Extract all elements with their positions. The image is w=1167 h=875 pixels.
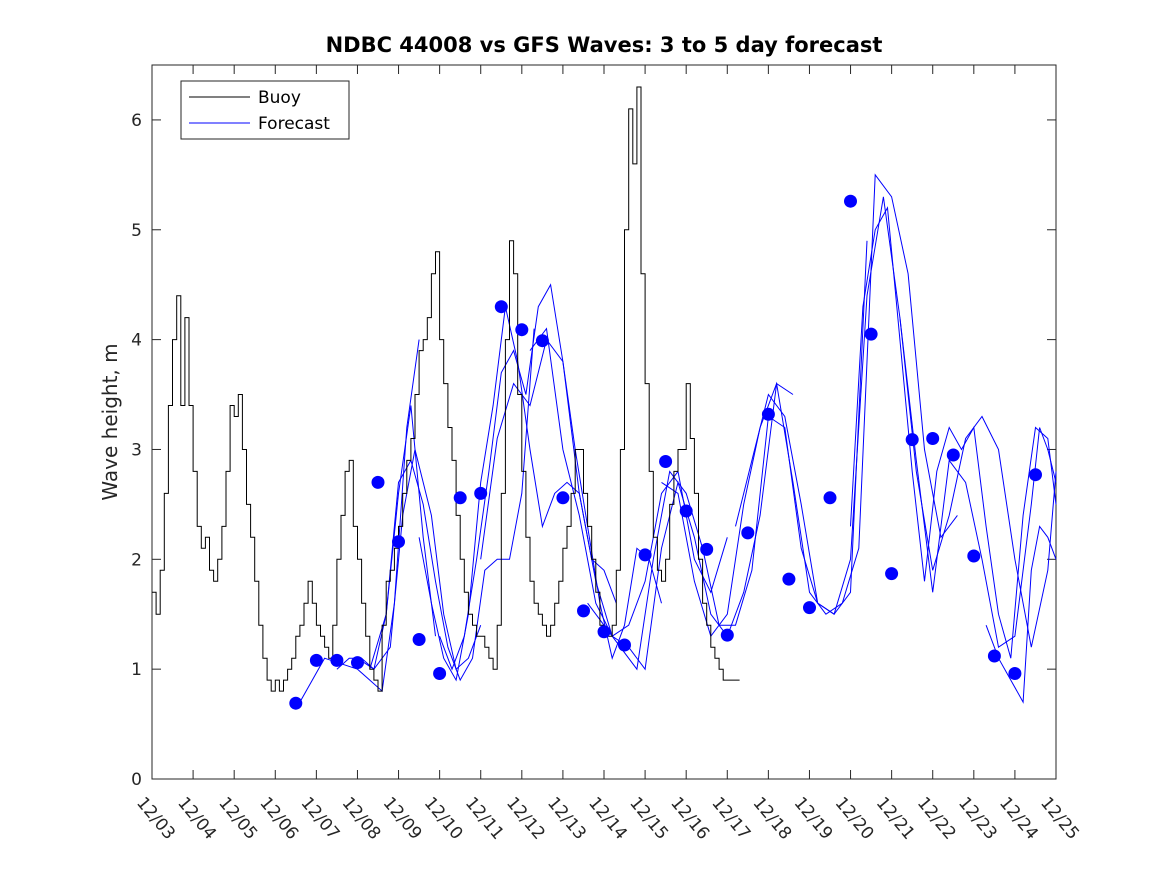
forecast-point-8	[453, 491, 467, 505]
y-tick-label-3: 3	[131, 440, 142, 460]
forecast-point-13	[556, 491, 570, 505]
forecast-point-34	[987, 649, 1001, 663]
forecast-point-7	[433, 667, 447, 680]
forecast-point-26	[823, 491, 837, 505]
forecast-point-29	[885, 567, 899, 581]
forecast-point-9	[474, 486, 488, 500]
y-tick-label-5: 5	[131, 221, 142, 241]
forecast-point-23	[761, 407, 775, 421]
forecast-point-0	[289, 696, 303, 710]
y-tick-label-4: 4	[131, 331, 142, 351]
forecast-point-16	[618, 638, 631, 652]
legend-forecast-label: Forecast	[258, 114, 330, 134]
forecast-point-6	[412, 633, 426, 646]
buoy-series	[152, 86, 740, 692]
forecast-point-25	[803, 601, 816, 615]
forecast-point-1	[309, 653, 323, 667]
y-tick-label-2: 2	[131, 550, 142, 570]
forecast-point-2	[330, 653, 344, 667]
forecast-point-28	[864, 327, 878, 341]
forecast-run-line-12	[899, 317, 1057, 649]
legend-box	[180, 80, 350, 140]
y-axis-label-group: Wave height, m	[98, 343, 122, 500]
forecast-point-10	[494, 300, 508, 314]
forecast-point-17	[638, 548, 652, 562]
forecast-markers	[289, 194, 1042, 710]
y-tick-label-1: 1	[131, 660, 142, 680]
forecast-point-12	[535, 334, 549, 348]
forecast-run-line-11	[850, 206, 1057, 659]
y-axis-label: Wave height, m	[98, 343, 122, 500]
forecast-point-24	[782, 572, 796, 586]
y-tick-label-0: 0	[131, 770, 142, 790]
forecast-point-30	[905, 433, 919, 447]
forecast-point-21	[720, 628, 734, 642]
forecast-point-3	[351, 656, 364, 670]
legend: Buoy Forecast	[180, 80, 350, 140]
plot-area: 012345612/0312/0412/0512/0612/0712/0812/…	[131, 64, 1083, 844]
forecast-run-line-0	[299, 339, 420, 703]
forecast-point-5	[392, 535, 405, 549]
forecast-point-20	[700, 542, 714, 556]
forecast-point-35	[1008, 667, 1022, 680]
forecast-point-14	[577, 604, 590, 618]
chart-title: NDBC 44008 vs GFS Waves: 3 to 5 day fore…	[326, 33, 883, 57]
forecast-point-36	[1029, 468, 1042, 482]
forecast-point-4	[371, 475, 385, 489]
forecast-point-18	[659, 455, 673, 468]
forecast-run-line-13	[985, 525, 1057, 704]
legend-buoy-label: Buoy	[258, 88, 301, 108]
forecast-point-31	[926, 432, 940, 445]
forecast-point-33	[967, 549, 981, 563]
forecast-point-15	[597, 625, 611, 639]
axes-box	[151, 64, 1057, 780]
forecast-point-19	[679, 504, 693, 518]
forecast-point-27	[844, 194, 857, 208]
y-tick-label-6: 6	[131, 111, 142, 131]
forecast-point-11	[515, 323, 529, 337]
forecast-run-line-5	[439, 283, 662, 671]
forecast-point-22	[741, 526, 755, 540]
forecast-point-32	[946, 448, 960, 462]
buoy-line	[152, 86, 740, 692]
